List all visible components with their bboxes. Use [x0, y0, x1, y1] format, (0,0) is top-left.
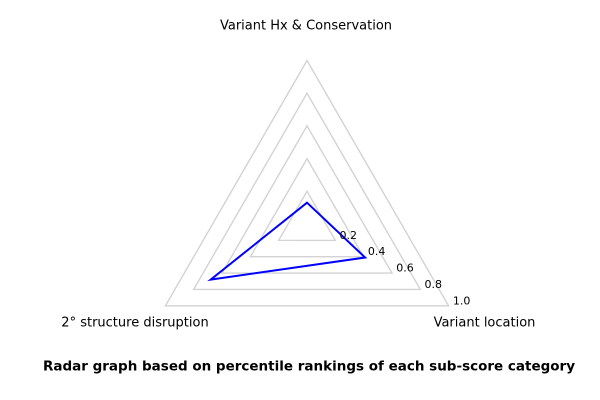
radial-tick-label: 0.4 — [368, 245, 386, 258]
grid-ring-0.6 — [220, 124, 394, 274]
category-label-2: Variant location — [434, 316, 536, 331]
data-polygon — [207, 201, 368, 282]
radial-tick-label: 1.0 — [453, 294, 471, 307]
figure-caption: Radar graph based on percentile rankings… — [43, 359, 575, 375]
radial-tick-label: 0.6 — [396, 262, 414, 275]
grid-ring-0.4 — [249, 157, 365, 258]
radial-tick-label: 0.8 — [425, 278, 443, 291]
grid-ring-0.2 — [277, 189, 337, 242]
grid-ring-1.0 — [164, 59, 450, 307]
category-label-0: Variant Hx & Conservation — [220, 19, 392, 34]
grid-ring-0.8 — [192, 91, 422, 291]
category-label-1: 2° structure disruption — [61, 316, 208, 331]
radial-tick-label: 0.2 — [340, 229, 358, 242]
